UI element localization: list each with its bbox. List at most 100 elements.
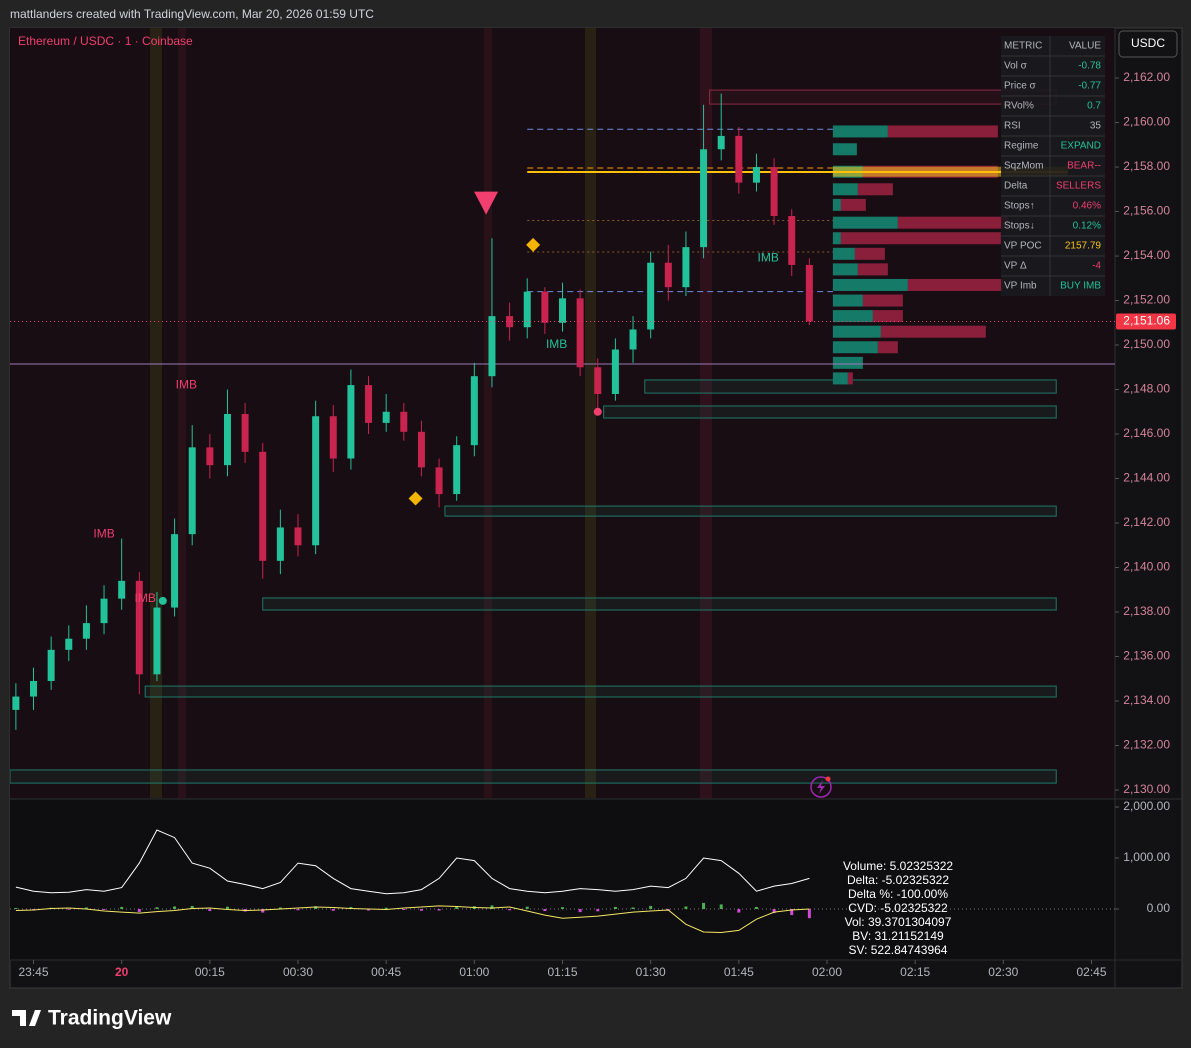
delta-bar xyxy=(649,905,653,910)
profile-sell xyxy=(847,372,853,385)
table-cell: SELLERS xyxy=(1056,181,1101,192)
table-cell: Delta xyxy=(1004,181,1028,192)
currency-button[interactable] xyxy=(1118,30,1178,58)
candle-body xyxy=(400,411,408,432)
table-cell: Stops↓ xyxy=(1004,221,1035,232)
delta-bar xyxy=(225,906,229,910)
x-tick-label: 01:30 xyxy=(636,965,666,979)
candle-body xyxy=(470,376,478,446)
y-tick-label: 2,146.00 xyxy=(1123,426,1170,440)
x-tick-label: 00:45 xyxy=(371,965,401,979)
profile-sell xyxy=(872,310,903,323)
table-cell: VP Imb xyxy=(1004,281,1037,292)
candle-body xyxy=(259,451,267,561)
currency-label[interactable]: USDC xyxy=(1131,36,1165,50)
table-cell: -4 xyxy=(1092,261,1101,272)
delta-bar xyxy=(261,909,265,913)
profile-buy xyxy=(832,216,898,229)
delta-bar xyxy=(631,907,635,910)
profile-sell xyxy=(862,294,903,307)
delta-bar xyxy=(402,909,406,911)
band xyxy=(484,28,492,798)
y-tick-label: 2,148.00 xyxy=(1123,382,1170,396)
axes: 2,130.00 2,132.00 2,134.00 2,136.00 2,138.00… xyxy=(18,70,1176,979)
candle-body xyxy=(594,367,602,394)
profile-buy xyxy=(832,247,855,260)
imb-label: IMB xyxy=(758,250,779,264)
delta-bar xyxy=(349,906,353,910)
candle-body xyxy=(206,447,214,466)
delta-bar xyxy=(754,906,758,910)
table-cell: VP Δ xyxy=(1004,261,1027,272)
delta-bar xyxy=(155,907,159,910)
candle-body xyxy=(294,527,302,546)
zone xyxy=(444,505,1057,517)
candle-body xyxy=(788,215,796,265)
delta-bar xyxy=(807,909,811,919)
zone xyxy=(144,685,1057,698)
candle-body xyxy=(365,385,373,423)
table-cell: 0.12% xyxy=(1073,221,1101,232)
delta-bar xyxy=(173,906,177,910)
table-cell: Price σ xyxy=(1004,81,1037,92)
profile-sell xyxy=(857,263,888,276)
profile-sell xyxy=(887,125,998,138)
signal-triangle xyxy=(474,191,499,215)
delta-bar xyxy=(314,906,318,910)
delta-bar xyxy=(278,907,282,910)
table-cell: 35 xyxy=(1090,121,1102,132)
candle-body xyxy=(717,135,725,150)
profile-sell xyxy=(854,247,885,260)
alert-icon[interactable] xyxy=(810,776,832,798)
delta-bar xyxy=(543,909,547,912)
main-plot: IMB IMB IMB IMB IMB xyxy=(10,89,1115,784)
logo-text: TradingView xyxy=(48,1007,172,1030)
delta-bar xyxy=(437,909,441,911)
symbol-title: Ethereum / USDC · 1 · Coinbase xyxy=(18,34,193,48)
info-line: Delta %: -100.00% xyxy=(848,887,948,901)
delta-bar xyxy=(120,906,124,910)
y-tick-label: 2,154.00 xyxy=(1123,248,1170,262)
table-cell: SqzMom xyxy=(1004,161,1043,172)
delta-bar xyxy=(772,909,776,914)
info-line: Delta: -5.02325322 xyxy=(847,873,949,887)
info-line: Vol: 39.3701304097 xyxy=(845,915,952,929)
table-cell: 2157.79 xyxy=(1065,241,1102,252)
x-tick-label: 02:15 xyxy=(900,965,930,979)
candle-body xyxy=(12,696,20,710)
delta-bar xyxy=(525,906,529,910)
y-tick-label: 2,134.00 xyxy=(1123,693,1170,707)
y-tick-label: 1,000.00 xyxy=(1123,850,1170,864)
indicator-pane xyxy=(10,799,1115,960)
y-tick-label: 2,142.00 xyxy=(1123,515,1170,529)
delta-bar xyxy=(190,905,194,910)
info-line: Volume: 5.02325322 xyxy=(843,859,953,873)
profile-buy xyxy=(832,232,841,245)
zone xyxy=(603,405,1057,419)
candle-body xyxy=(664,262,672,288)
table-cell: Vol σ xyxy=(1004,61,1028,72)
profile-sell xyxy=(877,341,898,354)
candle-body xyxy=(100,598,108,624)
candle-body xyxy=(506,316,514,328)
x-tick-label: 02:30 xyxy=(988,965,1018,979)
table-cell: BEAR-- xyxy=(1067,161,1101,172)
candle-body xyxy=(647,262,655,330)
candle-body xyxy=(82,623,90,639)
candle-body xyxy=(752,167,760,183)
y-tick-label: 2,158.00 xyxy=(1123,159,1170,173)
main-pane xyxy=(10,28,1115,798)
last-price-label: 2,151.06 xyxy=(1123,314,1170,328)
delta-bar xyxy=(367,909,371,911)
profile-buy xyxy=(832,356,863,369)
delta-bar xyxy=(14,907,18,910)
signal-diamond xyxy=(526,237,541,252)
delta-bar xyxy=(596,909,600,912)
delta-bar xyxy=(296,909,300,911)
last-price-tag xyxy=(1116,313,1176,330)
candle-body xyxy=(30,680,38,697)
candle-body xyxy=(576,298,584,368)
x-tick-label: 20 xyxy=(115,965,129,979)
alert-bolt xyxy=(817,780,825,794)
